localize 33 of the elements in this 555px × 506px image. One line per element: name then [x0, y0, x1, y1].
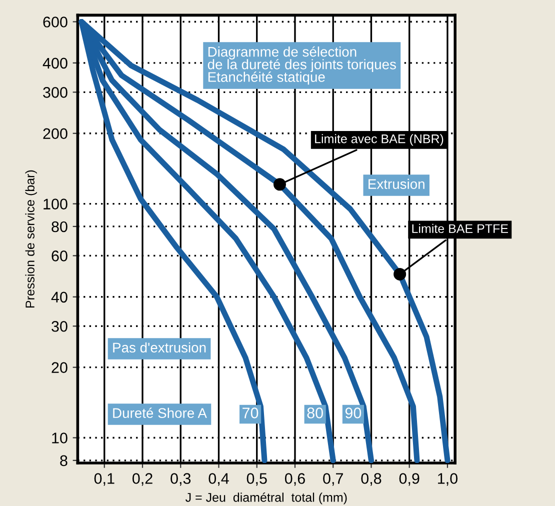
annotation: Pas d'extrusion [113, 342, 206, 353]
annotation: Diagramme de sélection de la dureté des joints toriques Etanchéité statique [208, 46, 396, 85]
y-tick-label: 600 [43, 16, 68, 28]
x-tick-label: 1,0 [438, 473, 458, 486]
x-tick-label: 0,5 [246, 473, 267, 486]
series-label: 70 [242, 408, 258, 418]
annotation: Extrusion [368, 178, 424, 189]
y-tick-label: 60 [52, 250, 68, 262]
x-tick-label: 0,8 [361, 473, 382, 486]
y-tick-label: 80 [52, 221, 68, 232]
y-tick-label: 20 [52, 362, 68, 374]
y-tick-label: 30 [52, 320, 68, 332]
y-axis-title: Pression de service (bar) [25, 170, 37, 308]
x-tick-label: 0,9 [399, 473, 420, 486]
y-tick-label: 400 [42, 58, 68, 69]
series-label: 80 [307, 408, 323, 418]
text: Limite avec BAE (NBR) [315, 134, 444, 146]
x-tick-label: 0,3 [170, 473, 191, 486]
text: Limite BAE PTFE [412, 224, 508, 234]
series-label: 90 [345, 408, 362, 418]
x-tick-label: 0,1 [94, 473, 114, 486]
x-tick-label: 0,6 [284, 473, 305, 486]
annotation: Dureté Shore A [113, 408, 207, 418]
y-tick-label: 100 [44, 198, 68, 210]
y-tick-label: 40 [51, 292, 68, 303]
y-tick-label: 200 [43, 128, 68, 140]
x-tick-label: 0,4 [208, 473, 229, 486]
x-axis-title: J = Jeu diamétral total (mm) [186, 492, 347, 504]
x-tick-label: 0,7 [323, 473, 343, 486]
y-tick-label: 8 [60, 455, 68, 466]
y-tick-label: 300 [43, 87, 68, 98]
x-tick-label: 0,2 [132, 473, 152, 486]
y-tick-label: 10 [52, 432, 68, 444]
